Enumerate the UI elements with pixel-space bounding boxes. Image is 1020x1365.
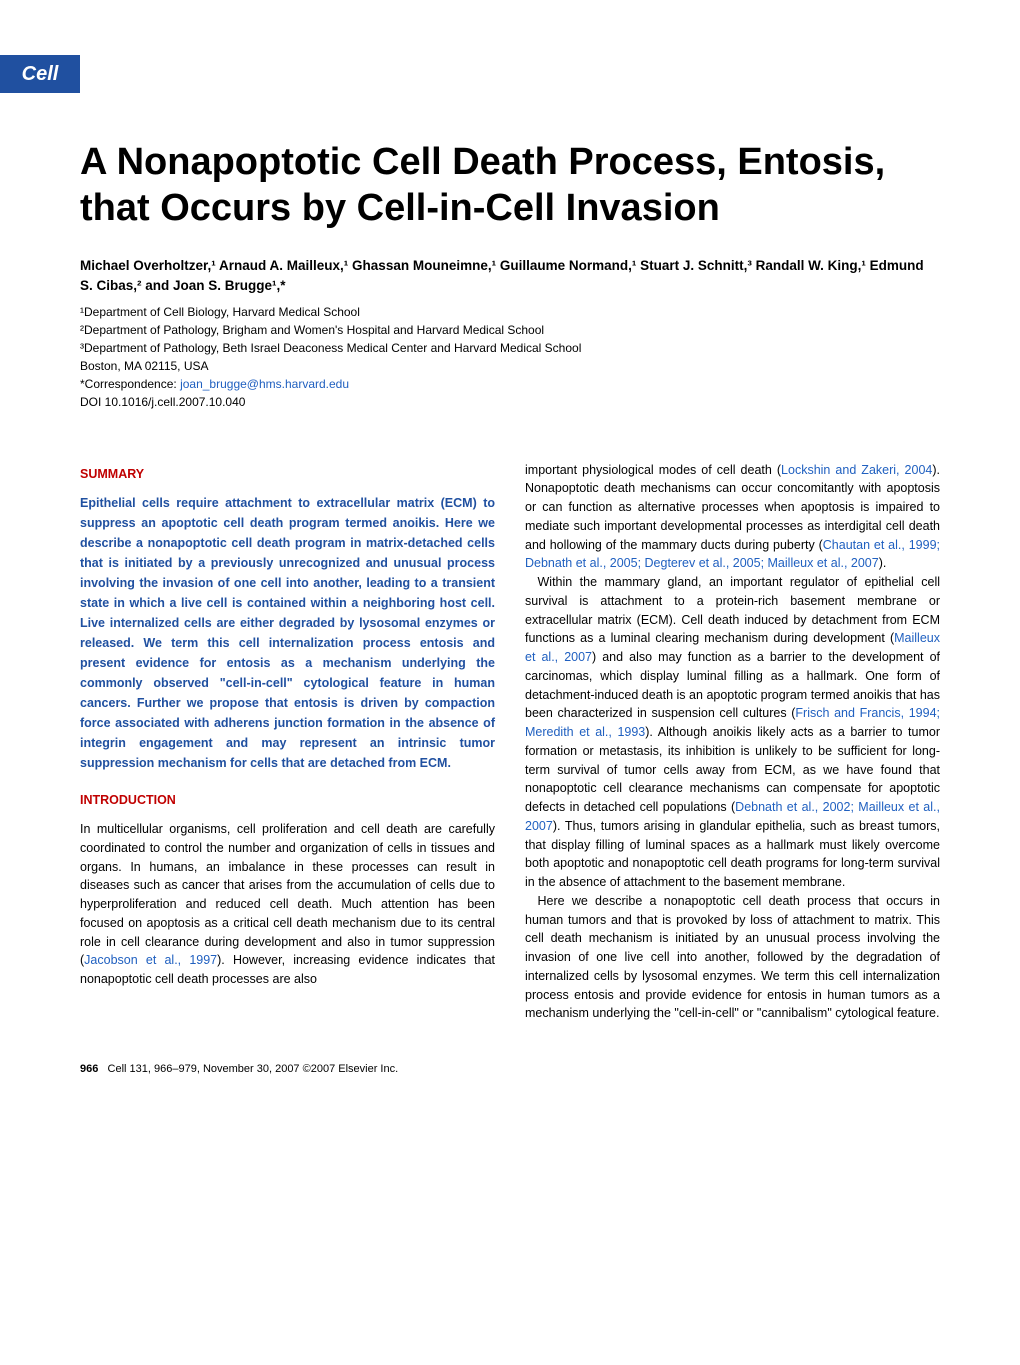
intro-p1r-text-a: important physiological modes of cell de… bbox=[525, 463, 781, 477]
correspondence-line: *Correspondence: joan_brugge@hms.harvard… bbox=[80, 375, 940, 393]
summary-paragraph: Epithelial cells require attachment to e… bbox=[80, 493, 495, 773]
journal-logo: Cell bbox=[0, 55, 80, 93]
intro-paragraph-3-right: Here we describe a nonapoptotic cell dea… bbox=[525, 892, 940, 1023]
two-column-body: SUMMARY Epithelial cells require attachm… bbox=[80, 461, 940, 1024]
intro-p2r-text-a: Within the mammary gland, an important r… bbox=[525, 575, 940, 645]
authors-line: Michael Overholtzer,¹ Arnaud A. Mailleux… bbox=[80, 256, 940, 297]
citation-jacobson[interactable]: Jacobson et al., 1997 bbox=[84, 953, 217, 967]
affiliation-3: ³Department of Pathology, Beth Israel De… bbox=[80, 339, 940, 357]
authors-text: Michael Overholtzer,¹ Arnaud A. Mailleux… bbox=[80, 258, 924, 293]
doi-line: DOI 10.1016/j.cell.2007.10.040 bbox=[80, 393, 940, 411]
article-title: A Nonapoptotic Cell Death Process, Entos… bbox=[80, 140, 940, 231]
intro-paragraph-2-right: Within the mammary gland, an important r… bbox=[525, 573, 940, 892]
intro-p1-text-a: In multicellular organisms, cell prolife… bbox=[80, 822, 495, 967]
footer-page-number: 966 bbox=[80, 1063, 98, 1075]
intro-p1r-text-c: ). bbox=[879, 556, 887, 570]
right-column: important physiological modes of cell de… bbox=[525, 461, 940, 1024]
correspondence-email-link[interactable]: joan_brugge@hms.harvard.edu bbox=[180, 377, 349, 391]
page-container: Cell A Nonapoptotic Cell Death Process, … bbox=[0, 0, 1020, 1115]
citation-lockshin[interactable]: Lockshin and Zakeri, 2004 bbox=[781, 463, 932, 477]
introduction-heading: INTRODUCTION bbox=[80, 791, 495, 810]
intro-p2r-text-d: ). Thus, tumors arising in glandular epi… bbox=[525, 819, 940, 889]
affiliation-1: ¹Department of Cell Biology, Harvard Med… bbox=[80, 303, 940, 321]
correspondence-label: *Correspondence: bbox=[80, 377, 180, 391]
page-footer: 966 Cell 131, 966–979, November 30, 2007… bbox=[80, 1063, 940, 1075]
affiliations-block: ¹Department of Cell Biology, Harvard Med… bbox=[80, 303, 940, 375]
intro-paragraph-1-left: In multicellular organisms, cell prolife… bbox=[80, 820, 495, 989]
summary-heading: SUMMARY bbox=[80, 465, 495, 484]
affiliation-2: ²Department of Pathology, Brigham and Wo… bbox=[80, 321, 940, 339]
affiliation-city: Boston, MA 02115, USA bbox=[80, 357, 940, 375]
footer-citation: Cell 131, 966–979, November 30, 2007 ©20… bbox=[108, 1063, 399, 1075]
intro-paragraph-1-right: important physiological modes of cell de… bbox=[525, 461, 940, 574]
left-column: SUMMARY Epithelial cells require attachm… bbox=[80, 461, 495, 1024]
